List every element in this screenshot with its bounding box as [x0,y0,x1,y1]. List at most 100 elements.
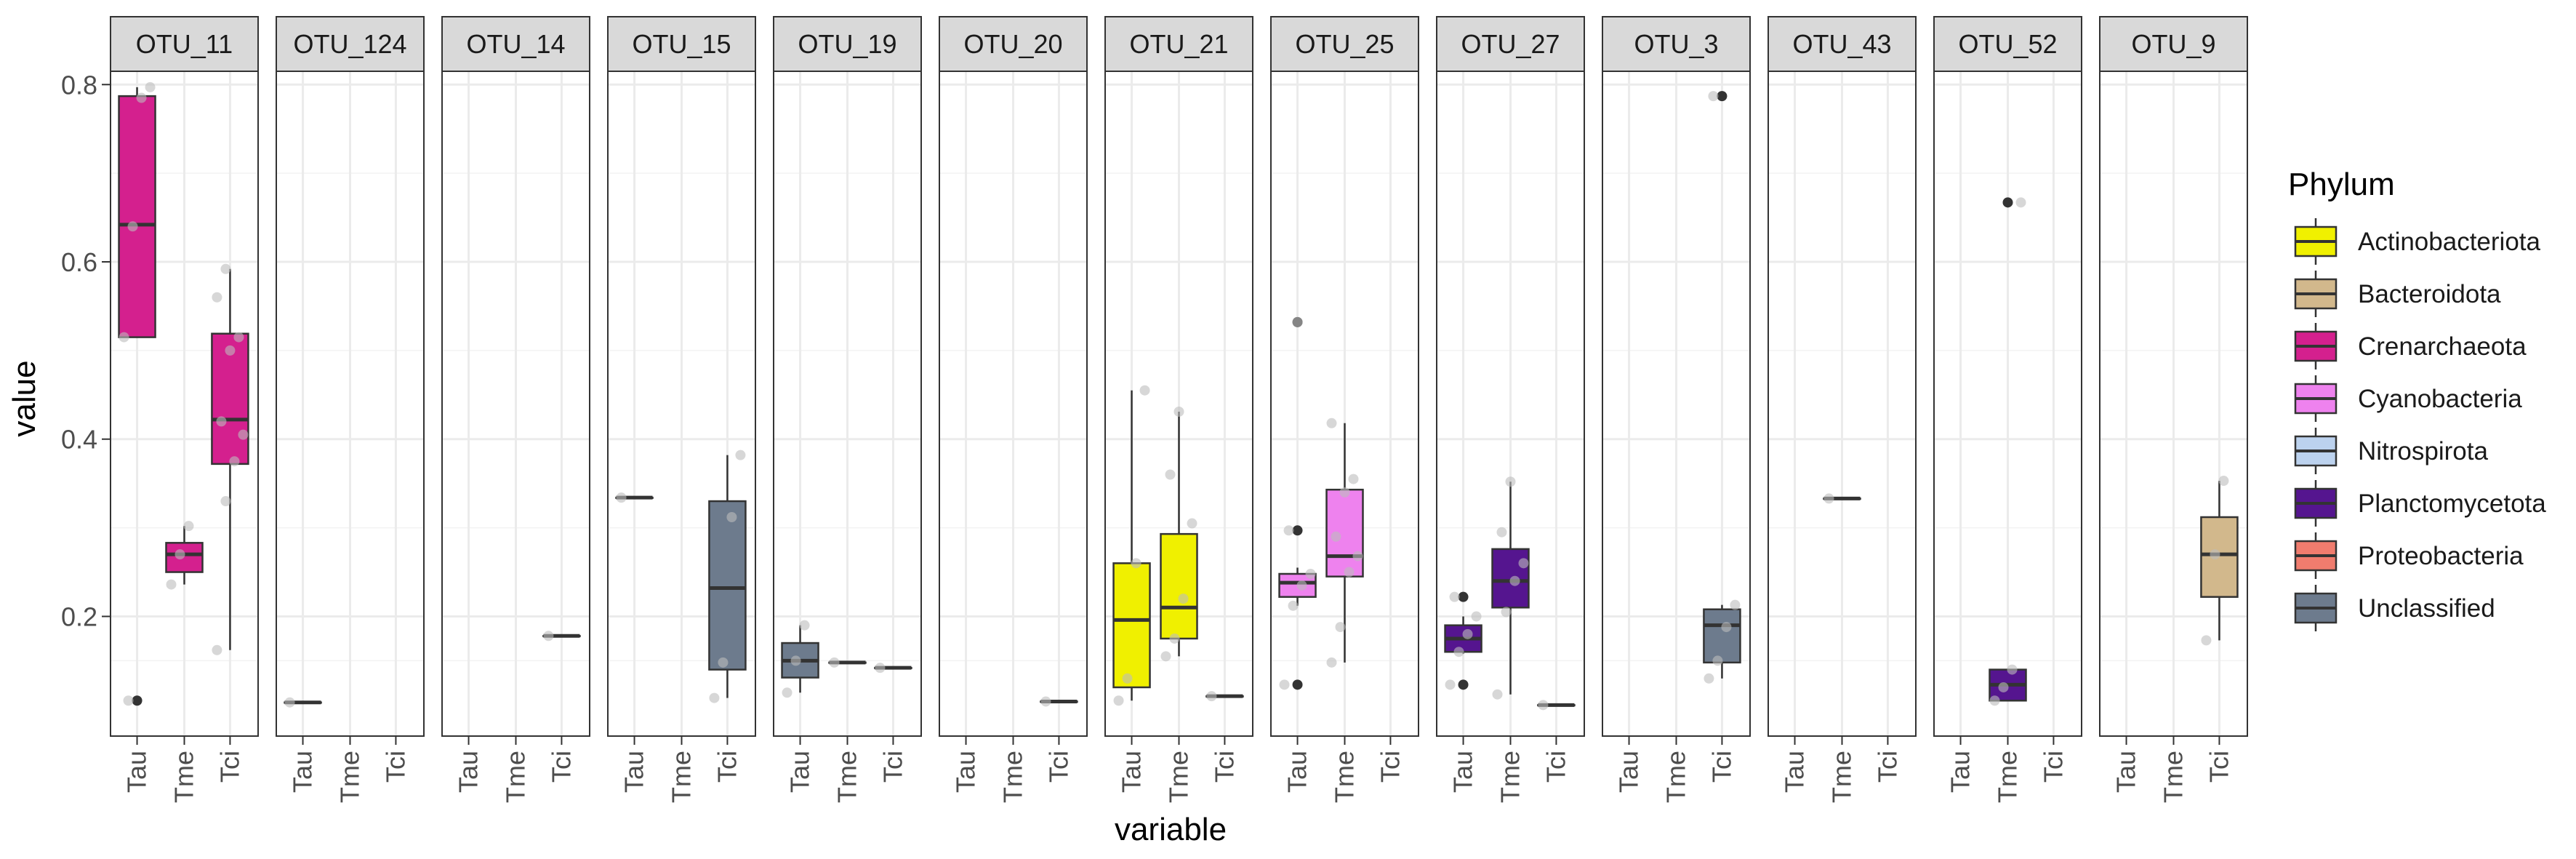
box-body [165,542,204,573]
legend-item-label: Unclassified [2358,594,2495,623]
x-tick-label: Tme [335,751,365,803]
facet-panel-otu-52: OTU_52 Tau Tme Tci [1933,16,2082,803]
x-tick-label: Tci [2204,751,2234,783]
outlier-point [1292,525,1303,536]
y-tick-label: 0.4 [61,425,97,455]
y-tick-label: 0.2 [61,602,97,631]
box-tci [2200,476,2239,646]
legend-item-label: Cyanobacteria [2358,385,2522,413]
x-tick-label: Tci [1209,751,1239,783]
x-tick-label: Tau [1780,751,1810,793]
x-tick-label: Tci [380,751,410,783]
outlier-point [132,695,143,706]
jitter-point [782,687,793,698]
facet-strip [110,16,259,72]
jitter-point [1122,673,1133,684]
facet-panels: OTU_11 Tau Tme Tci OTU_124 Tau Tme Tci OTU_14 Tau… [110,16,2248,803]
outlier-point [1458,591,1469,602]
box-tau [781,620,819,698]
facet-strip [276,16,425,72]
legend-item: Unclassified [2294,585,2495,631]
legend-item: Proteobacteria [2294,532,2524,579]
x-tick-label: Tau [1117,751,1147,793]
jitter-point [183,521,194,532]
jitter-point [1288,600,1299,611]
jitter-point [1445,679,1456,690]
facet-panel-otu-15: OTU_15 Tau Tme Tci [607,16,756,803]
facet-strip-label: OTU_9 [2131,29,2215,59]
facet-panel-otu-3: OTU_3 Tau Tme Tci [1602,16,1751,803]
x-tick-label: Tme [1330,751,1360,803]
jitter-point [2218,476,2229,487]
x-tick-label: Tci [2038,751,2068,783]
facet-strip-label: OTU_19 [798,29,896,59]
x-tick-label: Tci [712,751,742,783]
jitter-point [1139,385,1150,396]
jitter-point [2007,664,2018,675]
jitter-point [1989,695,2000,706]
x-tick-label: Tau [1283,751,1312,793]
facet-strip [2099,16,2248,72]
y-axis: 0.2 0.4 0.6 0.8 [61,70,111,631]
jitter-point [1704,673,1714,684]
jitter-point [1708,91,1719,102]
facet-strip-label: OTU_21 [1129,29,1228,59]
jitter-point [829,657,840,668]
facet-strip-label: OTU_14 [466,29,565,59]
box-tme [1989,197,2027,706]
jitter-point [1509,575,1520,586]
box-tme [1491,476,1530,700]
jitter-point [799,620,810,631]
x-tick-label: Tau [619,751,649,793]
facet-panel-otu-9: OTU_9 Tau Tme Tci [2099,16,2248,803]
x-tick-label: Tme [667,751,697,803]
jitter-point [1339,487,1350,498]
box-tci [542,631,581,642]
box-tci [1205,691,1244,702]
jitter-point [233,332,244,343]
facet-panel-otu-11: OTU_11 Tau Tme Tci [110,16,259,803]
jitter-point [2201,635,2212,646]
legend-item-label: Crenarchaeota [2358,332,2527,361]
x-tick-label: Tme [1164,751,1194,803]
jitter-point [284,697,295,708]
x-tick-label: Tme [1827,751,1857,803]
x-tick-label: Tci [1706,751,1736,783]
x-tick-label: Tme [1496,751,1525,803]
jitter-point [1326,657,1337,668]
jitter-point [1730,599,1741,610]
jitter-point [1348,474,1359,484]
x-tick-label: Tme [1661,751,1691,803]
x-tick-label: Tau [454,751,483,793]
jitter-point [166,579,177,590]
facet-panel-otu-19: OTU_19 Tau Tme Tci [773,16,922,803]
facet-strip-label: OTU_124 [293,29,406,59]
legend-item-label: Proteobacteria [2358,542,2524,570]
jitter-point [216,416,227,427]
x-tick-label: Tme [832,751,862,803]
legend-item: Nitrospirota [2294,428,2488,474]
facet-strip-label: OTU_43 [1792,29,1891,59]
legend-item: Bacteroidota [2294,271,2501,317]
jitter-point [212,292,222,303]
legend: Phylum Actinobacteriota Bacteroidota Crena… [2288,167,2546,631]
jitter-point [1721,622,1732,633]
facet-strip [939,16,1088,72]
jitter-point [1505,476,1516,487]
x-tick-label: Tci [1872,751,1902,783]
box-tau [118,81,156,706]
jitter-point [1305,568,1316,579]
facet-strip [1270,16,1419,72]
box-body [1160,532,1198,640]
box-tci [1703,91,1741,684]
jitter-point [726,511,737,522]
jitter-point [225,345,236,356]
facet-panel-otu-14: OTU_14 Tau Tme Tci [441,16,590,803]
jitter-point [875,663,886,674]
jitter-point [1538,700,1549,711]
jitter-point [1331,531,1341,542]
jitter-point [119,332,129,343]
facet-strip-label: OTU_20 [963,29,1062,59]
box-tme [1823,493,1861,504]
